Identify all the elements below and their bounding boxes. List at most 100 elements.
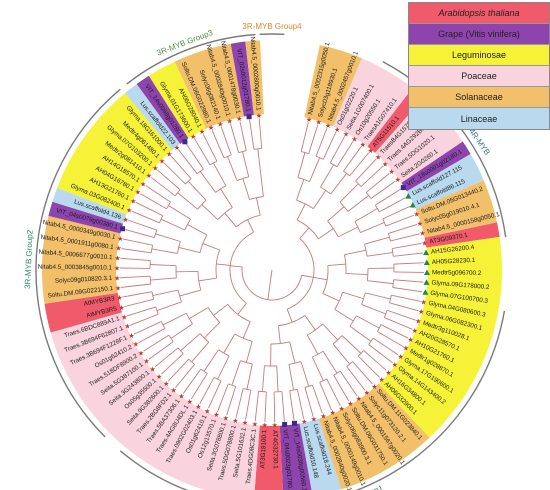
tree-branch [364,244,368,257]
tree-branch [243,388,251,391]
tree-branch [242,151,250,177]
tree-branch [313,276,328,281]
star-marker: ★ [343,130,349,138]
star-marker: ★ [117,235,123,243]
star-marker: ★ [385,369,391,377]
tree-branch [306,334,319,355]
tree-branch [170,323,193,339]
species-sector [44,292,122,333]
star-marker: ★ [135,189,141,197]
tree-branch [189,307,209,320]
tree-branch [216,263,231,266]
tree-branch [223,333,236,354]
tree-branch [138,328,166,344]
species-sector [174,43,244,129]
star-marker: ★ [356,395,362,403]
tree-branch [178,246,201,254]
tree-branch [339,201,349,212]
tree-branch [128,219,157,231]
tree-branch [375,188,401,206]
tree-branch [151,291,155,300]
star-marker: ★ [159,157,165,165]
star-marker: ★ [311,416,317,424]
tree-branch [186,144,204,170]
tree-branch [199,171,216,193]
tree-branch [296,203,306,221]
star-marker: ★ [419,230,425,238]
tree-branch [296,179,305,201]
tree-branch [367,280,394,285]
tree-branch [255,197,261,216]
species-sector [318,383,430,490]
star-marker: ★ [347,400,353,408]
tree-branch [187,181,207,201]
tree-branch [309,157,321,182]
star-marker: ★ [118,304,124,312]
tree-branch [304,315,316,331]
tree-branch [213,162,227,187]
tree-branch [349,325,372,342]
star-marker: ★ [116,294,122,302]
tree-branch [166,201,171,210]
tree-branch [390,233,420,242]
tree-branch [208,380,222,409]
leaf-label: AH05G28230.1 [432,257,476,266]
tree-branch [327,263,346,266]
tree-branch [361,304,386,315]
tree-branch [300,122,309,152]
tree-branch [393,262,424,265]
tree-branch [246,363,253,390]
species-legend: Arabidopsis thaliana Grape (Vitis vinifer… [408,2,550,130]
species-sector [424,222,500,248]
tree-branch [179,289,201,297]
tree-branch [242,321,251,339]
legend-item: Solanaceae [409,87,549,108]
species-sector [48,201,124,234]
star-marker: ★ [421,239,427,247]
tree-branch [385,214,414,227]
star-marker: ★ [140,180,146,188]
star-marker: ★ [325,122,331,130]
tree-branch [312,384,323,414]
tree-branch [163,162,186,185]
tree-branch [131,210,160,224]
tree-branch [157,169,181,191]
tree-branch [185,313,193,325]
star-marker: ★ [306,116,312,124]
tree-branch [235,388,244,418]
tree-branch [203,349,219,372]
leaf-label: AT3G18100.1 [259,429,268,469]
star-marker: ★ [114,255,120,263]
tree-branch [120,283,151,288]
star-marker: ★ [174,144,180,152]
star-marker: ★ [412,327,418,335]
tree-branch [363,350,387,371]
tree-branch [149,276,152,285]
tree-branch [197,199,207,210]
star-marker: ★ [242,419,248,427]
star-marker: ★ [392,361,398,369]
tree-branch [191,341,210,363]
triangle-marker [405,193,412,199]
group-arc [382,61,507,238]
leaf-label: Nitab4.5_0003845g0010.1 [38,264,113,272]
tree-branch [384,317,413,330]
tree-branch [299,227,310,239]
tree-branch [343,170,350,177]
tree-branch [327,220,339,238]
star-marker: ★ [329,409,335,417]
tree-branch [355,180,362,187]
tree-branch [360,165,384,187]
star-marker: ★ [130,197,136,205]
tree-branch [245,341,253,363]
tree-branch [361,292,366,305]
tree-branch [159,215,164,223]
tree-branch [315,128,328,157]
tree-branch [360,222,385,233]
tree-branch [239,121,247,151]
star-marker: ★ [121,313,127,321]
tree-branch [354,208,378,222]
tree-branch [289,390,295,421]
tree-branch [126,306,156,317]
tree-branch [349,152,370,177]
